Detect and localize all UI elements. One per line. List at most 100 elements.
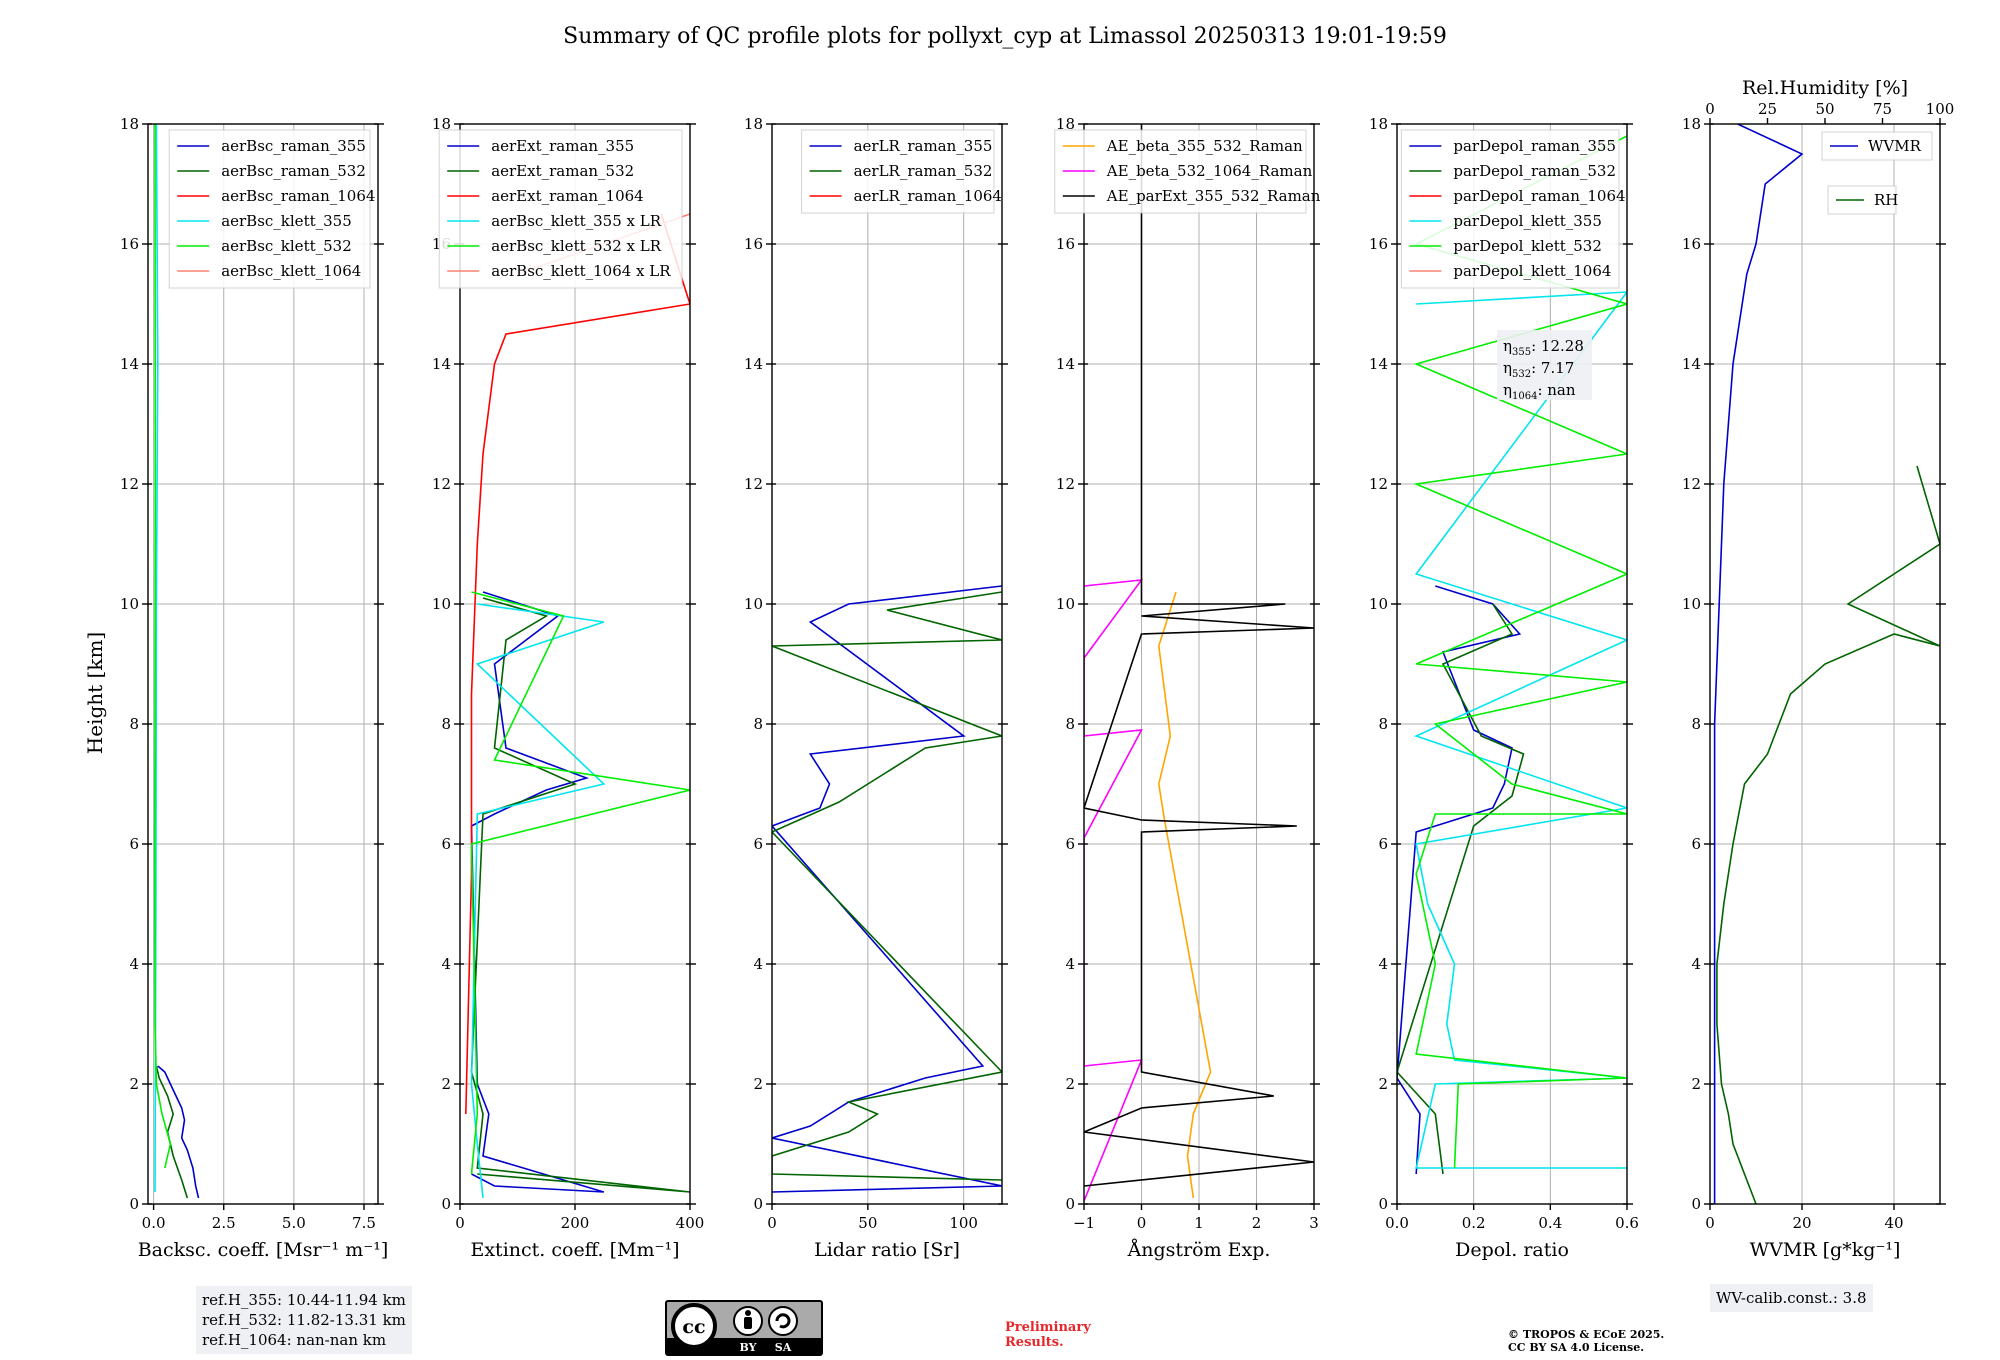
top-x-tick-label: 50 — [1815, 100, 1834, 118]
ref-height-355: ref.H_355: 10.44-11.94 km — [202, 1291, 406, 1309]
y-tick-label: 6 — [441, 835, 451, 853]
x-tick-label: −1 — [1073, 1214, 1095, 1232]
y-tick-label: 6 — [1065, 835, 1075, 853]
svg-text:η532: 7.17: η532: 7.17 — [1503, 359, 1574, 380]
y-tick-label: 10 — [120, 595, 139, 613]
series-line — [465, 213, 690, 1115]
copyright-note: © TROPOS & ECoE 2025. CC BY SA 4.0 Licen… — [1508, 1328, 1665, 1354]
x-axis-label: Lidar ratio [Sr] — [814, 1239, 960, 1261]
series-line — [470, 597, 690, 1193]
y-tick-label: 18 — [1682, 115, 1701, 133]
y-tick-label: 6 — [753, 835, 763, 853]
legend-label: AE_parExt_355_532_Raman — [1106, 187, 1321, 205]
legend-box — [1400, 129, 1620, 289]
x-tick-label: 100 — [949, 1214, 978, 1232]
by-label: BY — [740, 1341, 757, 1354]
series-line — [772, 585, 1002, 1193]
y-tick-label: 0 — [1065, 1195, 1075, 1213]
y-tick-label: 16 — [1682, 235, 1701, 253]
x-tick-label: 0 — [1705, 1214, 1715, 1232]
sa-label: SA — [775, 1341, 792, 1354]
series-line — [1414, 291, 1627, 1169]
legend-label: aerExt_raman_532 — [491, 162, 634, 180]
svg-text:η355: 12.28: η355: 12.28 — [1503, 337, 1584, 358]
y-tick-label: 2 — [753, 1075, 763, 1093]
legend-label: aerExt_raman_355 — [491, 137, 634, 155]
y-tick-label: 4 — [1691, 955, 1701, 973]
y-tick-label: 0 — [441, 1195, 451, 1213]
legend-label: aerBsc_klett_355 x LR — [491, 212, 662, 230]
y-tick-label: 18 — [1369, 115, 1388, 133]
cc-letters: cc — [682, 1316, 705, 1338]
y-tick-label: 2 — [1691, 1075, 1701, 1093]
series-line — [1084, 124, 1314, 1187]
y-tick-label: 14 — [744, 355, 763, 373]
cc-by-sa-logo: cc BY SA — [665, 1300, 823, 1356]
legend-label: aerBsc_klett_1064 x LR — [491, 262, 671, 280]
x-tick-label: 400 — [676, 1214, 705, 1232]
ref-height-532: ref.H_532: 11.82-13.31 km — [202, 1311, 406, 1329]
y-axis-label: Height [km] — [83, 632, 107, 754]
y-tick-label: 6 — [1691, 835, 1701, 853]
x-tick-label: 3 — [1309, 1214, 1319, 1232]
top-axis-label: Rel.Humidity [%] — [1742, 77, 1908, 99]
y-tick-label: 16 — [1369, 235, 1388, 253]
figure-title: Summary of QC profile plots for pollyxt_… — [563, 24, 1447, 49]
wv-calibration-constant: WV-calib.const.: 3.8 — [1716, 1289, 1867, 1307]
x-tick-label: 0 — [455, 1214, 465, 1232]
y-tick-label: 0 — [1378, 1195, 1388, 1213]
y-tick-label: 2 — [1065, 1075, 1075, 1093]
y-tick-label: 0 — [1691, 1195, 1701, 1213]
legend-label: AE_beta_532_1064_Raman — [1106, 162, 1313, 180]
y-tick-label: 14 — [1056, 355, 1075, 373]
reference-height-box: ref.H_355: 10.44-11.94 km ref.H_532: 11.… — [196, 1286, 412, 1354]
x-tick-label: 0.4 — [1538, 1214, 1562, 1232]
y-tick-label: 8 — [129, 715, 139, 733]
y-tick-label: 12 — [744, 475, 763, 493]
series-line — [1157, 591, 1212, 1199]
y-tick-label: 8 — [1691, 715, 1701, 733]
top-x-tick-label: 0 — [1705, 100, 1715, 118]
y-tick-label: 8 — [753, 715, 763, 733]
y-tick-label: 10 — [1369, 595, 1388, 613]
legend-label: parDepol_klett_532 — [1453, 237, 1602, 255]
legend-label: aerBsc_raman_1064 — [221, 187, 375, 205]
x-tick-label: 2.5 — [212, 1214, 236, 1232]
legend-label: aerLR_raman_355 — [854, 137, 993, 155]
series-line — [470, 591, 690, 1175]
y-tick-label: 8 — [1065, 715, 1075, 733]
series-line — [153, 124, 172, 1169]
x-tick-label: 7.5 — [352, 1214, 376, 1232]
y-tick-label: 10 — [744, 595, 763, 613]
legend-box — [168, 129, 371, 289]
y-tick-label: 0 — [753, 1195, 763, 1213]
legend-label: parDepol_klett_355 — [1453, 212, 1602, 230]
legend-label: parDepol_raman_532 — [1453, 162, 1616, 180]
legend-label: aerBsc_raman_532 — [221, 162, 366, 180]
x-tick-label: 5.0 — [282, 1214, 306, 1232]
y-tick-label: 4 — [1065, 955, 1075, 973]
y-tick-label: 4 — [441, 955, 451, 973]
legend-label: parDepol_raman_1064 — [1453, 187, 1625, 205]
series-line — [1713, 124, 1804, 1204]
legend-label: AE_beta_355_532_Raman — [1106, 137, 1303, 155]
legend-label: aerExt_raman_1064 — [491, 187, 644, 205]
x-tick-label: 0.6 — [1615, 1214, 1639, 1232]
y-tick-label: 10 — [1056, 595, 1075, 613]
preliminary-results-note: Preliminary Results. — [1005, 1320, 1091, 1350]
eta-532-symbol: η — [1503, 359, 1512, 377]
plot-frame — [147, 123, 379, 1205]
legend-label: parDepol_raman_355 — [1453, 137, 1616, 155]
x-axis-label: Ångström Exp. — [1127, 1239, 1271, 1261]
top-x-tick-label: 100 — [1926, 100, 1955, 118]
plot-frame — [771, 123, 1003, 1205]
x-tick-label: 0 — [767, 1214, 777, 1232]
legend-label: aerBsc_klett_1064 — [221, 262, 361, 280]
legend-label: aerLR_raman_1064 — [854, 187, 1002, 205]
legend-label: aerBsc_raman_355 — [221, 137, 366, 155]
series-line — [1716, 465, 1940, 1204]
y-tick-label: 18 — [744, 115, 763, 133]
chart-panel-3: 0 2 4 6 8 10 12 14 16 18 0 50 100 Lidar ratio [Sr] aer… — [744, 115, 1008, 1261]
y-tick-label: 2 — [441, 1075, 451, 1093]
